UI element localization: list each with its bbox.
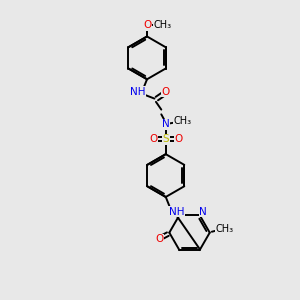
Text: O: O (161, 87, 169, 97)
Text: S: S (162, 134, 169, 144)
Text: NH: NH (169, 207, 184, 217)
Text: N: N (162, 119, 169, 129)
Text: CH₃: CH₃ (153, 20, 172, 30)
Text: O: O (156, 234, 164, 244)
Text: CH₃: CH₃ (173, 116, 191, 127)
Text: NH: NH (130, 87, 145, 97)
Text: N: N (199, 207, 207, 217)
Text: CH₃: CH₃ (215, 224, 234, 234)
Text: O: O (143, 20, 151, 30)
Text: O: O (174, 134, 182, 144)
Text: O: O (149, 134, 158, 144)
